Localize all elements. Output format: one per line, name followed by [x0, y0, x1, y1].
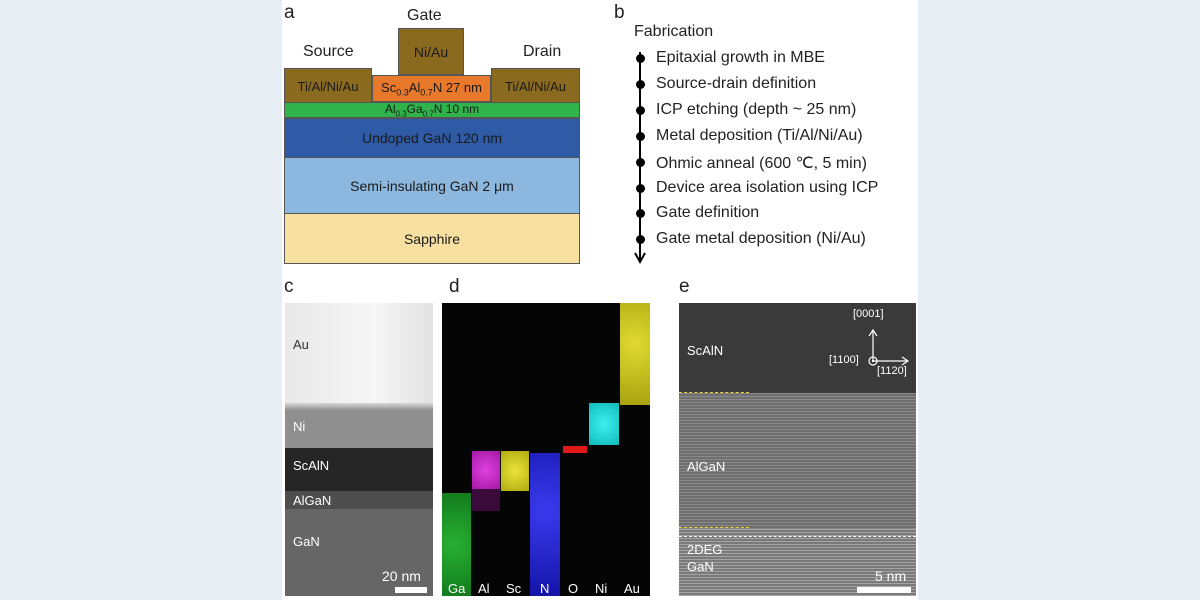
element-label-sc: Sc: [506, 581, 522, 596]
step-marker: [636, 184, 645, 193]
gate-label: Gate: [407, 7, 442, 24]
layer-label-2deg: 2DEG: [687, 542, 723, 557]
gate-metal-text: Ni/Au: [413, 43, 449, 60]
element-label-n: N: [540, 581, 550, 596]
panel-label-b: b: [614, 2, 625, 23]
layer-label-au: Au: [293, 337, 309, 352]
scaln-lattice: [679, 303, 916, 393]
scaln-region: [285, 448, 433, 491]
scaln-barrier-text: Sc0.3Al0.7N 27 nm: [381, 79, 482, 98]
fabrication-step: Epitaxial growth in MBE: [656, 49, 825, 66]
source-contact-layer: Ti/Al/Ni/Au: [284, 68, 372, 104]
au-map: [620, 303, 650, 405]
al-map-tail: [472, 489, 500, 511]
element-label-au: Au: [624, 581, 640, 596]
layer-label-scaln-e: ScAlN: [687, 343, 724, 358]
panel-label-c: c: [284, 276, 294, 297]
drain-label: Drain: [523, 43, 562, 60]
undoped-gan-layer: Undoped GaN 120 nm: [284, 118, 580, 158]
element-label-ga: Ga: [448, 581, 466, 596]
drain-contact-layer: Ti/Al/Ni/Au: [491, 68, 580, 104]
step-marker: [636, 235, 645, 244]
n-map: [530, 453, 560, 596]
element-label-ni: Ni: [595, 581, 608, 596]
fabrication-title: Fabrication: [634, 23, 714, 40]
ga-map: [442, 493, 471, 596]
semi-insulating-gan-text: Semi-insulating GaN 2 μm: [350, 177, 514, 194]
step-marker: [636, 209, 645, 218]
stem-image-e: ScAlN AlGaN 2DEG GaN [0001] [1100] [1120…: [679, 303, 916, 596]
scale-bar-c: [395, 587, 427, 593]
undoped-gan-text: Undoped GaN 120 nm: [361, 130, 503, 146]
scale-bar-e: [857, 587, 911, 593]
step-marker: [636, 80, 645, 89]
gan-lattice: [679, 529, 916, 596]
semi-insulating-gan-layer: Semi-insulating GaN 2 μm: [284, 157, 580, 214]
sc-map: [501, 451, 529, 491]
gan-region: [285, 509, 433, 596]
element-label-al: Al: [478, 581, 490, 596]
fabrication-step: Gate definition: [656, 204, 760, 221]
panel-label-e: e: [679, 276, 690, 297]
source-contact-text: Ti/Al/Ni/Au: [297, 78, 359, 94]
scaln-algan-interface-line: [679, 392, 749, 393]
element-label-o: O: [568, 581, 579, 596]
ni-region: [285, 411, 433, 448]
fabrication-step: Source-drain definition: [656, 75, 817, 92]
algan-lattice: [679, 393, 916, 529]
gate-metal-layer: Ni/Au: [398, 28, 464, 75]
step-marker: [636, 106, 645, 115]
source-label: Source: [303, 43, 354, 60]
axis-label-1100: [1100]: [829, 354, 859, 366]
crystal-axes-icon: [868, 328, 910, 366]
algan-gan-interface-line: [679, 527, 749, 528]
layer-label-algan: AlGaN: [293, 493, 332, 508]
sapphire-text: Sapphire: [403, 230, 461, 247]
layer-label-ni: Ni: [293, 419, 306, 434]
fabrication-step: Metal deposition (Ti/Al/Ni/Au): [656, 127, 863, 144]
algan-region: [285, 491, 433, 509]
al-map: [472, 451, 500, 489]
2deg-line: [679, 536, 916, 537]
panel-label-d: d: [449, 276, 460, 297]
step-marker: [636, 54, 645, 63]
layer-label-gan: GaN: [293, 534, 320, 549]
panel-label-a: a: [284, 2, 295, 23]
scale-label-e: 5 nm: [875, 568, 907, 584]
eds-maps: Ga Al Sc N O Ni Au: [442, 303, 650, 596]
au-ni-interface: [285, 403, 433, 411]
stem-image-c: Au Ni ScAlN AlGaN GaN 20 nm: [285, 303, 433, 596]
layer-label-scaln: ScAlN: [293, 458, 330, 473]
axis-label-0001: [0001]: [853, 308, 884, 320]
fabrication-step: Ohmic anneal (600 ℃, 5 min): [656, 155, 867, 172]
sapphire-layer: Sapphire: [284, 213, 580, 264]
layer-label-algan-e: AlGaN: [687, 459, 726, 474]
fabrication-step: Gate metal deposition (Ni/Au): [656, 230, 866, 247]
fabrication-step: ICP etching (depth ~ 25 nm): [656, 101, 857, 118]
axis-label-1120: [1120]: [877, 365, 907, 377]
scale-label-c: 20 nm: [382, 568, 421, 584]
scaln-barrier-layer: Sc0.3Al0.7N 27 nm: [372, 75, 491, 102]
o-map: [563, 446, 587, 453]
drain-contact-text: Ti/Al/Ni/Au: [505, 78, 566, 94]
ni-map: [589, 403, 619, 445]
fabrication-step: Device area isolation using ICP: [656, 179, 879, 196]
algan-text: Al0.3Ga0.7N 10 nm: [384, 101, 480, 119]
step-marker: [636, 132, 645, 141]
step-marker: [636, 158, 645, 167]
algan-layer: Al0.3Ga0.7N 10 nm: [284, 102, 580, 118]
layer-label-gan-e: GaN: [687, 559, 714, 574]
au-region: [285, 303, 433, 403]
